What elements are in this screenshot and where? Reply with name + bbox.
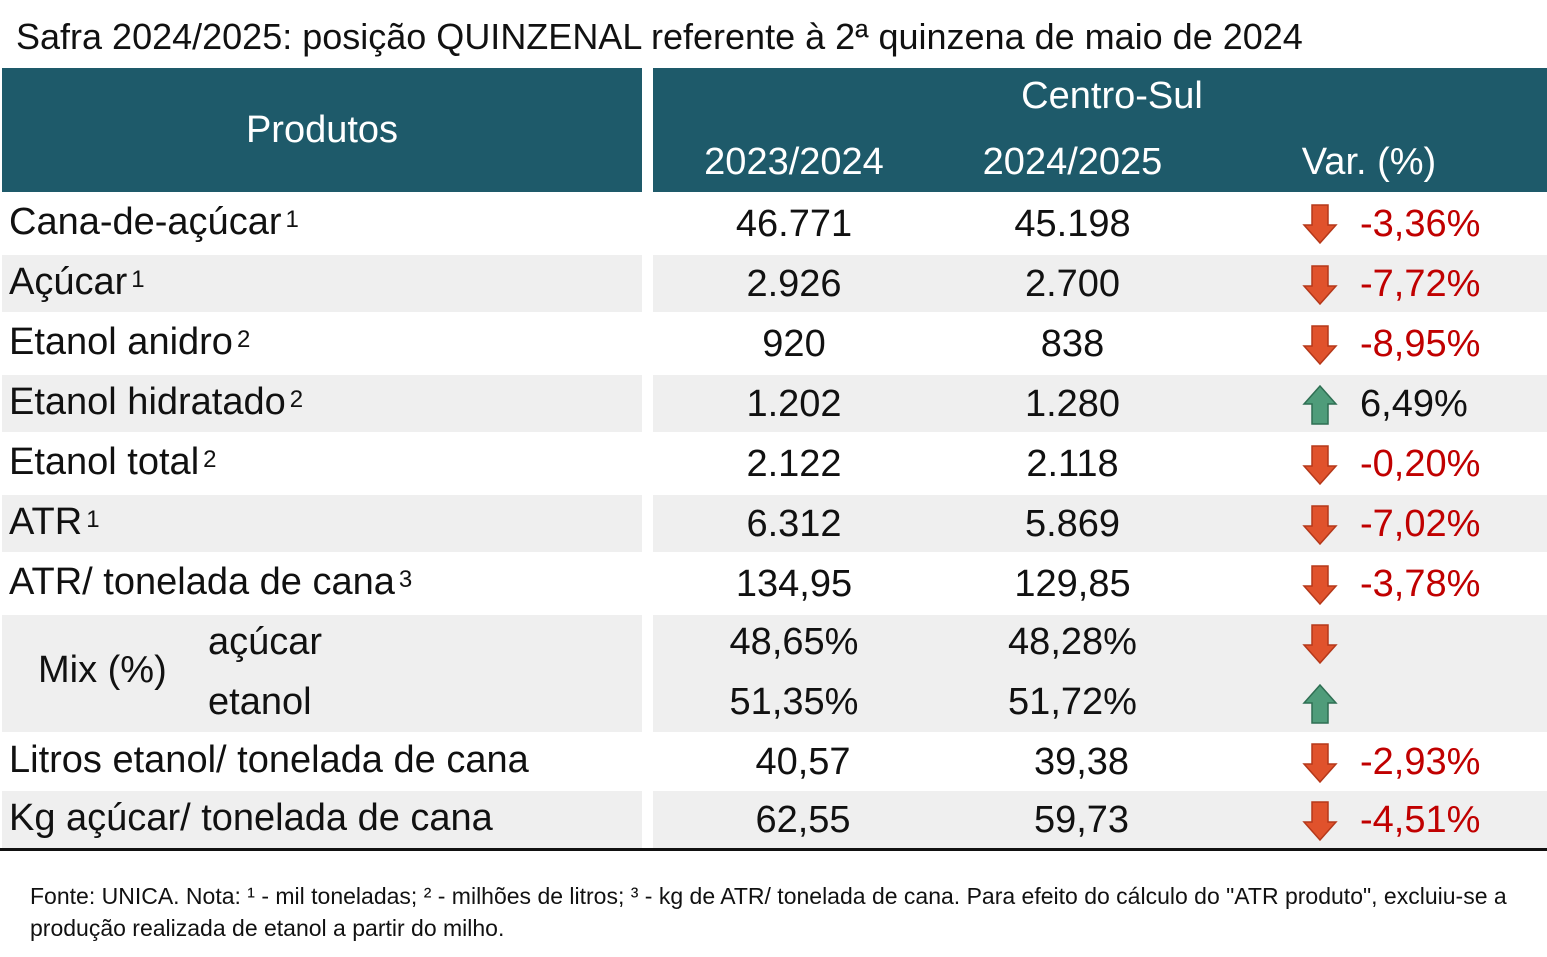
header-produtos: Produtos	[2, 68, 642, 192]
value-2024-2025: 2.118	[1026, 443, 1119, 485]
down-arrow-icon	[1302, 624, 1338, 665]
value-2024-2025: 1.280	[1024, 383, 1121, 425]
product-label: Etanol total 2	[9, 441, 217, 483]
header-col-2023-2024: 2023/2024	[704, 141, 884, 183]
mix-etanol-2024-2025: 51,72%	[1008, 681, 1137, 723]
value-2024-2025: 39,38	[1033, 741, 1130, 783]
table-row: Etanol total 2 2.122 2.118 -0,20%	[0, 435, 1547, 492]
value-2023-2024: 2.926	[746, 263, 842, 305]
value-2023-2024: 40,57	[755, 741, 851, 783]
product-label: ATR 1	[9, 501, 100, 543]
value-2023-2024: 46.771	[735, 203, 853, 245]
product-label: Kg açúcar/ tonelada de cana	[9, 797, 493, 839]
table-row: Kg açúcar/ tonelada de cana 62,55 59,73 …	[0, 791, 1547, 848]
mix-label: Mix (%)	[38, 649, 167, 691]
down-arrow-icon	[1302, 505, 1338, 546]
value-2024-2025: 5.869	[1024, 503, 1121, 545]
value-2024-2025: 59,73	[1033, 799, 1130, 841]
down-arrow-icon	[1302, 565, 1338, 606]
down-arrow-icon	[1302, 265, 1338, 306]
variation-value: -8,95%	[1360, 323, 1481, 365]
variation-value: -4,51%	[1360, 799, 1481, 841]
table-bottom-rule	[0, 848, 1547, 851]
header-col-2024-2025: 2024/2025	[982, 141, 1163, 183]
value-2023-2024: 2.122	[746, 443, 842, 485]
mix-acucar-2024-2025: 48,28%	[1008, 621, 1137, 663]
value-2024-2025: 129,85	[1014, 563, 1131, 605]
product-label: ATR/ tonelada de cana 3	[9, 561, 413, 603]
mix-row: Mix (%) açúcar 48,65% 48,28% etanol 51,3…	[0, 615, 1547, 732]
product-label: Etanol hidratado 2	[9, 381, 304, 423]
mix-etanol-2023-2024: 51,35%	[729, 681, 859, 723]
table-row: Etanol hidratado 2 1.202 1.280 6,49%	[0, 375, 1547, 432]
header-region-label: Centro-Sul	[1021, 75, 1203, 117]
variation-value: -2,93%	[1360, 741, 1481, 783]
down-arrow-icon	[1302, 204, 1338, 245]
value-2023-2024: 134,95	[735, 563, 853, 605]
table-title: Safra 2024/2025: posição QUINZENAL refer…	[16, 16, 1303, 57]
value-2023-2024: 1.202	[746, 383, 842, 425]
table-row: Etanol anidro 2 920 838 -8,95%	[0, 315, 1547, 372]
product-label: Etanol anidro 2	[9, 321, 251, 363]
mix-acucar-label: açúcar	[208, 621, 323, 663]
variation-value: -3,36%	[1360, 203, 1481, 245]
table-row: Cana-de-açúcar 1 46.771 45.198 -3,36%	[0, 195, 1547, 252]
header-centro-sul: Centro-Sul 2023/2024 2024/2025 Var. (%)	[653, 68, 1547, 192]
product-label: Litros etanol/ tonelada de cana	[9, 739, 529, 781]
value-2024-2025: 2.700	[1024, 263, 1121, 305]
value-2023-2024: 920	[762, 323, 826, 365]
mix-acucar-2023-2024: 48,65%	[729, 621, 859, 663]
value-2024-2025: 45.198	[1014, 203, 1131, 245]
table-row: Açúcar 1 2.926 2.700 -7,72%	[0, 255, 1547, 312]
mix-etanol-label: etanol	[208, 681, 312, 723]
variation-value: -0,20%	[1360, 443, 1481, 485]
header-col-var: Var. (%)	[1301, 141, 1437, 183]
down-arrow-icon	[1302, 445, 1338, 486]
footnote: Fonte: UNICA. Nota: ¹ - mil toneladas; ²…	[30, 883, 1507, 941]
header-produtos-label: Produtos	[245, 109, 399, 151]
variation-value: 6,49%	[1360, 383, 1468, 425]
value-2023-2024: 6.312	[746, 503, 842, 545]
variation-value: -3,78%	[1360, 563, 1481, 605]
value-2023-2024: 62,55	[755, 799, 851, 841]
table-row: ATR 1 6.312 5.869 -7,02%	[0, 495, 1547, 552]
product-label: Cana-de-açúcar 1	[9, 201, 299, 243]
up-arrow-icon	[1302, 384, 1338, 425]
value-2024-2025: 838	[1040, 323, 1105, 365]
table-row: Litros etanol/ tonelada de cana 40,57 39…	[0, 733, 1547, 790]
down-arrow-icon	[1302, 743, 1338, 784]
up-arrow-icon	[1302, 683, 1338, 724]
down-arrow-icon	[1302, 325, 1338, 366]
variation-value: -7,72%	[1360, 263, 1481, 305]
table-row: ATR/ tonelada de cana 3 134,95 129,85 -3,…	[0, 555, 1547, 612]
down-arrow-icon	[1302, 801, 1338, 842]
variation-value: -7,02%	[1360, 503, 1481, 545]
product-label: Açúcar 1	[9, 261, 145, 303]
